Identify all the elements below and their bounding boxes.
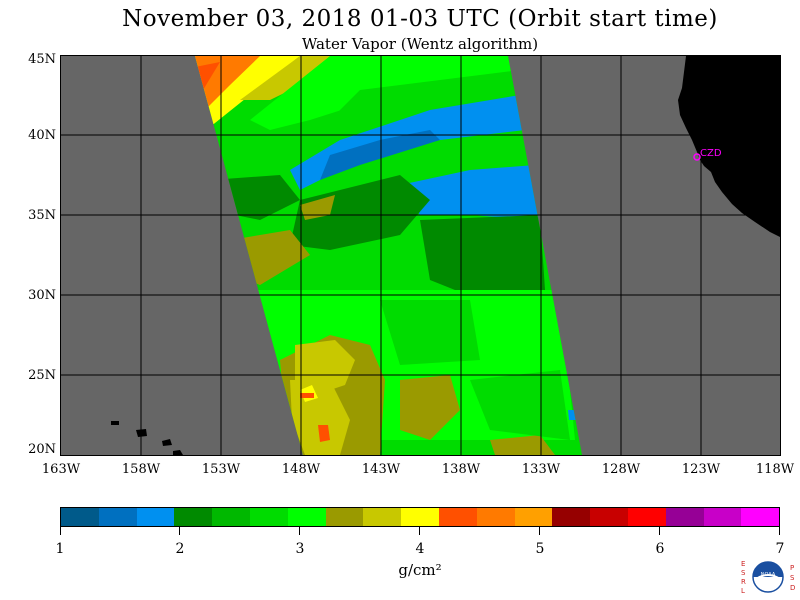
colorbar-label-3: 3 [295, 541, 305, 557]
logo-letter-e: E [741, 560, 745, 568]
colorbar-tick-2 [179, 527, 180, 535]
lat-label-20n: 20N [28, 442, 56, 457]
lat-label-45n: 45N [28, 52, 56, 67]
colorbar-swatch-15 [590, 508, 628, 526]
colorbar-swatch-16 [627, 508, 666, 526]
lon-label-138w: 138W [441, 462, 481, 477]
colorbar-units: g/cm² [398, 561, 442, 579]
lat-label-25n: 25N [28, 368, 56, 383]
lon-label-128w: 128W [601, 462, 641, 477]
colorbar-tick-4 [419, 527, 420, 535]
colorbar-label-5: 5 [535, 541, 545, 557]
logo-letter-s2: S [790, 574, 795, 582]
colorbar-label-1: 1 [55, 541, 65, 557]
lon-label-148w: 148W [281, 462, 321, 477]
lon-label-163w: 163W [41, 462, 81, 477]
colorbar-tick-5 [539, 527, 540, 535]
colorbar-swatch-8 [325, 508, 364, 526]
colorbar-tick-7 [779, 527, 780, 535]
colorbar-swatch-13 [514, 508, 553, 526]
colorbar-swatch-18 [703, 508, 742, 526]
station-marker [693, 153, 701, 161]
colorbar-tick-1 [60, 527, 61, 535]
logo-letter-p: P [790, 564, 794, 572]
logo-letter-s: S [741, 569, 746, 577]
colorbar-swatch-2 [98, 508, 137, 526]
colorbar-label-6: 6 [655, 541, 665, 557]
colorbar-swatch-9 [363, 508, 402, 526]
lon-label-143w: 143W [361, 462, 401, 477]
map-frame [60, 55, 781, 456]
colorbar-swatch-1 [61, 508, 99, 526]
lon-label-118w: 118W [755, 462, 795, 477]
noaa-logo-icon: NOAA E S R L P S D [741, 560, 795, 595]
colorbar-label-2: 2 [175, 541, 185, 557]
colorbar [60, 507, 780, 527]
lon-label-123w: 123W [681, 462, 721, 477]
colorbar-swatch-7 [287, 508, 326, 526]
logo-letter-l: L [741, 587, 745, 595]
lat-label-40n: 40N [28, 128, 56, 143]
colorbar-swatch-12 [476, 508, 515, 526]
colorbar-swatch-11 [438, 508, 477, 526]
colorbar-tick-3 [299, 527, 300, 535]
logo-letter-r: R [741, 578, 746, 586]
logo-center-text: NOAA [761, 572, 776, 578]
colorbar-swatch-10 [401, 508, 439, 526]
colorbar-swatch-17 [665, 508, 704, 526]
colorbar-swatch-6 [249, 508, 288, 526]
lon-label-158w: 158W [121, 462, 161, 477]
north-america-land [678, 56, 780, 237]
colorbar-swatch-5 [212, 508, 250, 526]
colorbar-label-7: 7 [775, 541, 785, 557]
page-subtitle: Water Vapor (Wentz algorithm) [301, 35, 539, 53]
colorbar-swatch-19 [741, 508, 780, 526]
page-title: November 03, 2018 01-03 UTC (Orbit start… [122, 6, 718, 32]
colorbar-swatch-4 [174, 508, 213, 526]
lon-label-153w: 153W [201, 462, 241, 477]
station-label: CZD [700, 148, 722, 159]
lat-lon-grid [61, 56, 780, 455]
colorbar-label-4: 4 [415, 541, 425, 557]
logo-letter-d: D [790, 584, 795, 592]
colorbar-swatch-3 [136, 508, 175, 526]
colorbar-tick-6 [659, 527, 660, 535]
colorbar-swatch-14 [552, 508, 591, 526]
lat-label-30n: 30N [28, 288, 56, 303]
lon-label-133w: 133W [521, 462, 561, 477]
lat-label-35n: 35N [28, 208, 56, 223]
